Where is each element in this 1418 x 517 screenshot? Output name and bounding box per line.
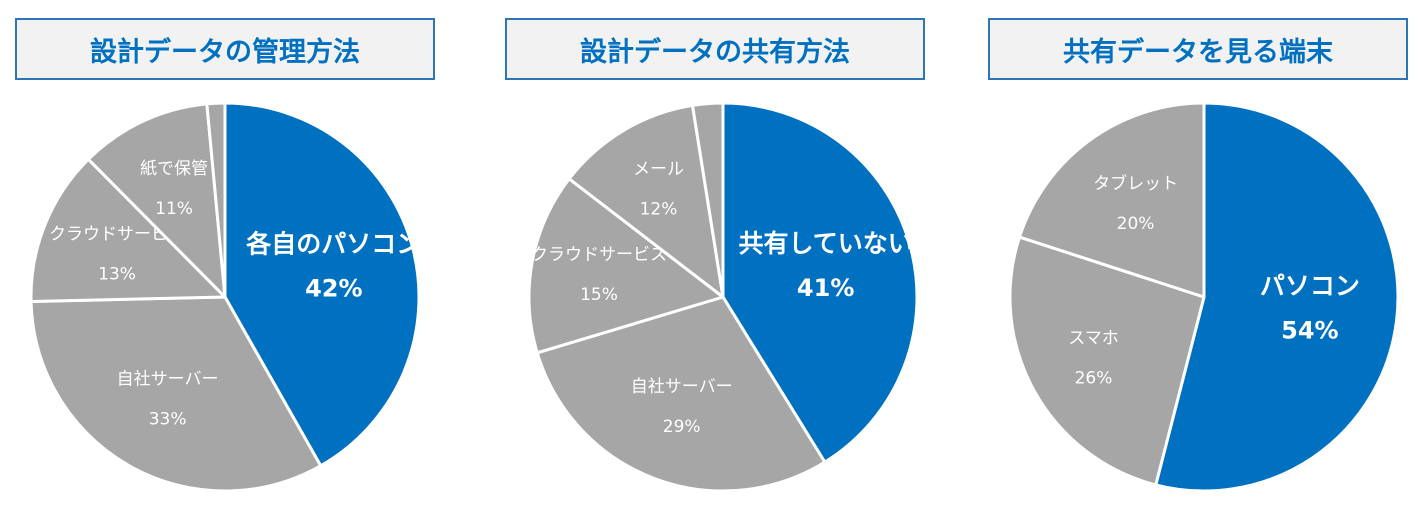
pie-slice [567, 103, 725, 299]
chart-panel-devices: 共有データを見る端末 パソコン 54% スマホ 26% タブレット 20% [975, 0, 1415, 517]
pie-slice [29, 295, 323, 493]
slice-label: クラウドサービス [531, 245, 667, 265]
chart-title-management: 設計データの管理方法 [15, 18, 435, 80]
pie-slice [527, 177, 725, 355]
pie-slice [1154, 101, 1400, 493]
slice-value-label: 11% [155, 199, 193, 219]
slice-label: 自社サーバー [117, 369, 219, 389]
chart-title-sharing: 設計データの共有方法 [505, 18, 925, 80]
slice-label: タブレット [1093, 173, 1178, 194]
pie-slice [205, 101, 227, 299]
pie-slice [1017, 101, 1206, 299]
pie-slice [1008, 235, 1206, 487]
pie-slice [691, 101, 725, 299]
slice-label: メール [633, 160, 684, 180]
pie-slice [223, 101, 421, 468]
pie-slice [535, 295, 827, 493]
slice-label: 各自のパソコン [245, 229, 421, 258]
slice-label: 共有していない [739, 229, 913, 258]
slice-label: 紙で保管 [140, 159, 208, 179]
slice-value-label: 15% [580, 285, 618, 305]
pie-chart-devices: パソコン 54% スマホ 26% タブレット 20% [1008, 101, 1400, 493]
slice-value-label: 42% [305, 274, 362, 302]
pie-slice [29, 157, 227, 304]
slice-value-label: 33% [149, 409, 187, 429]
slice-label: パソコン [1260, 271, 1360, 300]
slice-value-label: 54% [1281, 316, 1338, 344]
pie-chart-sharing: 共有していない 41% 自社サーバー 29% クラウドサービス 15% メール 12% [527, 101, 919, 493]
pie-slice [86, 102, 227, 299]
pie-chart-management: 各自のパソコン 42% 自社サーバー 33% クラウドサービス 13% 紙で保管 11% [29, 101, 421, 493]
slice-value-label: 29% [663, 417, 701, 437]
chart-title-devices: 共有データを見る端末 [988, 18, 1408, 80]
slice-label: 自社サーバー [631, 377, 733, 397]
slice-value-label: 26% [1075, 369, 1113, 389]
slice-value-label: 13% [98, 265, 136, 285]
slice-value-label: 20% [1117, 214, 1155, 234]
slice-label: スマホ [1068, 329, 1119, 349]
slice-value-label: 12% [640, 200, 678, 220]
chart-panel-sharing: 設計データの共有方法 共有していない 41% 自社サーバー 29% クラウドサービス 15… [490, 0, 950, 517]
slice-label: クラウドサービス [49, 225, 185, 245]
chart-panel-management: 設計データの管理方法 各自のパソコン 42% 自社サーバー 33% クラウドサービス 13… [0, 0, 460, 517]
pie-slice [721, 101, 919, 464]
slice-value-label: 41% [797, 274, 854, 302]
